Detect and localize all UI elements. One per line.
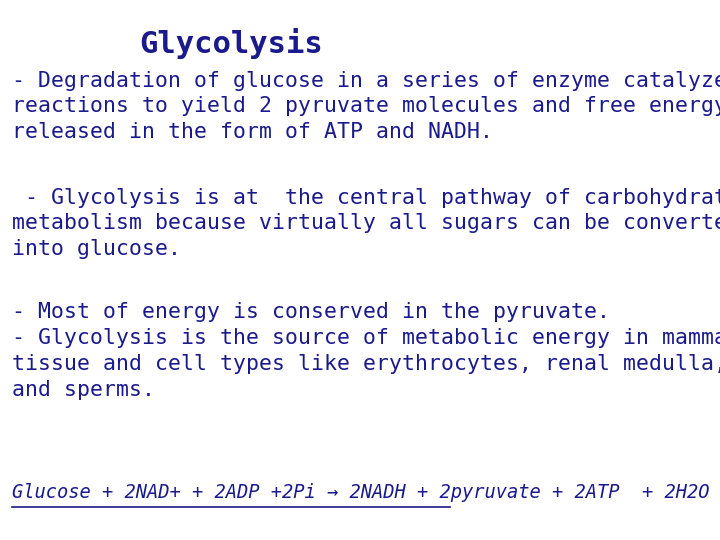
Text: Glucose + 2NAD+ + 2ADP +2Pi → 2NADH + 2pyruvate + 2ATP  + 2H2O + 4H+: Glucose + 2NAD+ + 2ADP +2Pi → 2NADH + 2p…	[12, 483, 720, 502]
Text: Glycolysis: Glycolysis	[139, 28, 323, 59]
Text: - Glycolysis is the source of metabolic energy in mammalian
tissue and cell type: - Glycolysis is the source of metabolic …	[12, 328, 720, 400]
Text: - Glycolysis is at  the central pathway of carbohydrate
metabolism because virtu: - Glycolysis is at the central pathway o…	[12, 187, 720, 259]
Text: - Degradation of glucose in a series of enzyme catalyzed
reactions to yield 2 py: - Degradation of glucose in a series of …	[12, 71, 720, 142]
Text: - Most of energy is conserved in the pyruvate.: - Most of energy is conserved in the pyr…	[12, 302, 611, 322]
